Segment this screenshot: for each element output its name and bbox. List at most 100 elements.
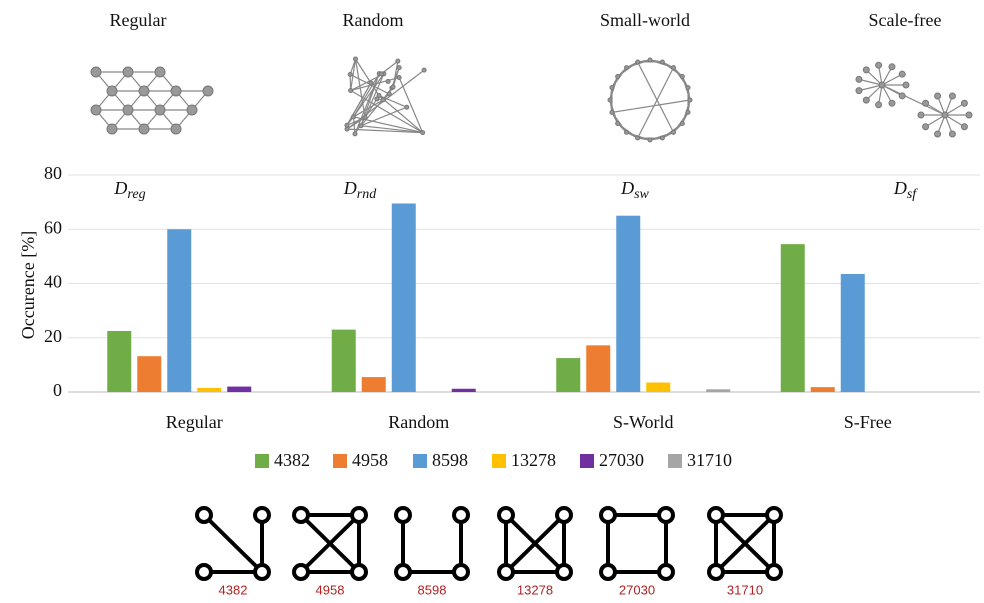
motif <box>195 506 271 581</box>
network-small-world <box>607 57 693 143</box>
network-edge <box>858 84 883 92</box>
motif-label: 8598 <box>418 582 447 597</box>
motif-node <box>394 563 412 581</box>
network-node <box>202 85 214 97</box>
network-node <box>687 97 693 103</box>
network-node <box>888 63 896 71</box>
network-node <box>685 109 691 115</box>
network-node <box>965 111 973 119</box>
motif <box>707 506 783 581</box>
motif-label: 31710 <box>727 582 763 597</box>
network-node <box>385 78 391 84</box>
network-edge <box>346 82 372 126</box>
network-edge <box>944 114 965 128</box>
x-tick-label: Random <box>388 412 449 432</box>
network-title: Random <box>343 10 404 30</box>
network-node <box>679 73 685 79</box>
network-node <box>122 104 134 116</box>
motif-edge <box>714 513 776 574</box>
motif-label: 4958 <box>316 582 345 597</box>
motif <box>394 506 470 581</box>
bar <box>107 330 132 392</box>
motif-node <box>657 506 675 524</box>
network-node <box>898 70 906 78</box>
network-edge <box>865 84 883 101</box>
motif-node <box>555 506 573 524</box>
bar <box>706 389 731 392</box>
bar <box>137 356 162 392</box>
legend-swatch <box>492 454 506 468</box>
network-node <box>358 123 364 129</box>
motif-node <box>765 506 783 524</box>
network-edge <box>350 73 385 92</box>
network-node <box>659 59 665 65</box>
motif-node <box>253 506 271 524</box>
network-node <box>875 101 883 109</box>
network-node <box>934 92 942 100</box>
network-node <box>898 92 906 100</box>
network-node <box>902 81 910 89</box>
bar <box>227 386 252 392</box>
network-node <box>351 114 357 120</box>
annotation: Dreg <box>113 178 145 202</box>
motif-edge <box>504 513 566 574</box>
network-edge <box>944 102 965 116</box>
motif-node <box>765 563 783 581</box>
network-node <box>960 99 968 107</box>
network-node <box>623 129 629 135</box>
motif-node <box>195 563 213 581</box>
network-node <box>875 61 883 69</box>
annotation-main: D <box>113 178 127 198</box>
network-node <box>647 57 653 63</box>
network-node <box>607 97 613 103</box>
network-node <box>376 93 382 99</box>
motif <box>599 506 675 581</box>
network-edge <box>353 99 384 118</box>
network-node <box>353 56 359 62</box>
network-node <box>170 85 182 97</box>
legend-label: 8598 <box>432 450 468 470</box>
network-title: Small-world <box>600 10 690 30</box>
bar <box>646 382 671 392</box>
motif-label: 4382 <box>219 582 248 597</box>
network-edge <box>350 76 400 92</box>
network-edge <box>353 73 385 118</box>
network-node <box>615 73 621 79</box>
network-node <box>122 66 134 78</box>
x-tick-label: S-World <box>613 412 674 432</box>
bar <box>556 358 581 392</box>
motif-node <box>555 563 573 581</box>
network-node <box>855 75 863 83</box>
legend-label: 31710 <box>687 450 732 470</box>
annotation-sub: sw <box>634 187 649 202</box>
legend-label: 4382 <box>274 450 310 470</box>
annotation-sub: reg <box>127 187 145 202</box>
bar <box>780 244 805 392</box>
y-tick-label: 40 <box>44 272 62 292</box>
motif-node <box>452 506 470 524</box>
network-edge <box>858 78 883 86</box>
network-random <box>344 56 427 137</box>
motif-node <box>195 506 213 524</box>
network-node <box>421 67 427 73</box>
network-edge <box>352 116 356 134</box>
motif-node <box>657 563 675 581</box>
motif-label: 13278 <box>517 582 553 597</box>
network-node <box>862 96 870 104</box>
network-edge <box>354 95 380 135</box>
network-edge <box>353 73 380 118</box>
motif-edge <box>299 513 361 574</box>
network-regular <box>90 66 214 135</box>
network-node <box>186 104 198 116</box>
network-edge <box>925 114 946 128</box>
y-tick-label: 20 <box>44 326 62 346</box>
bar <box>361 377 386 392</box>
network-node <box>348 88 354 94</box>
bar <box>586 345 611 392</box>
legend-swatch <box>413 454 427 468</box>
network-edge <box>378 95 424 134</box>
annotation-sub: sf <box>907 187 918 202</box>
network-node <box>671 65 677 71</box>
network-node <box>685 85 691 91</box>
